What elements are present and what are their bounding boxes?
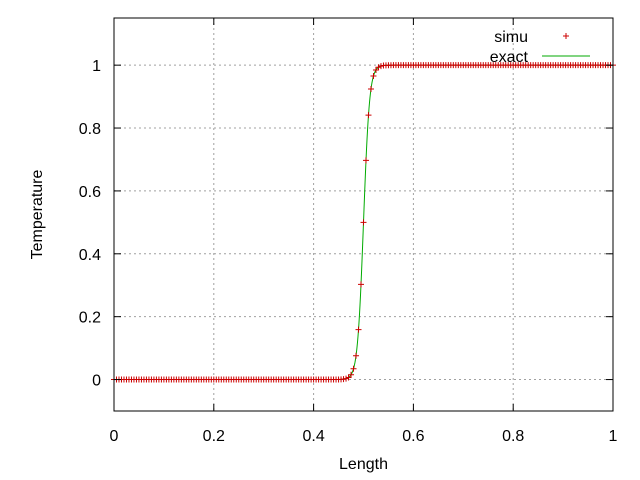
data-point: [353, 352, 360, 359]
y-axis-label: Temperature: [29, 169, 46, 259]
data-point: [360, 219, 367, 226]
y-tick-label: 0: [92, 373, 101, 390]
x-tick-label: 0.2: [203, 428, 225, 445]
y-tick-label: 0.6: [79, 184, 101, 201]
data-point: [367, 86, 374, 93]
data-point: [358, 281, 365, 288]
data-point: [350, 365, 357, 372]
data-point: [370, 72, 377, 79]
x-tick-label: 0: [110, 428, 119, 445]
plot-frame: [113, 17, 614, 412]
legend-label-exact: exact: [490, 49, 529, 66]
legend: simu exact: [490, 29, 590, 66]
y-tick-label: 0.4: [79, 247, 101, 264]
series-layer: [111, 62, 616, 383]
data-point: [362, 157, 369, 164]
x-tick-label: 0.6: [402, 428, 424, 445]
y-tick-label: 0.2: [79, 310, 101, 327]
data-point: [365, 112, 372, 119]
y-tick-label: 0.8: [79, 121, 101, 138]
ticks: 0 0.2 0.4 0.6 0.8 1 0 0.2 0.4 0.6 0.8 1: [79, 18, 618, 445]
x-tick-label: 0.4: [302, 428, 324, 445]
data-point: [355, 326, 362, 333]
x-axis-label: Length: [339, 456, 388, 473]
x-tick-label: 1: [609, 428, 618, 445]
legend-marker-simu: [563, 33, 569, 39]
data-point: [348, 371, 355, 378]
x-tick-label: 0.8: [502, 428, 524, 445]
y-tick-label: 1: [92, 58, 101, 75]
legend-label-simu: simu: [494, 29, 528, 46]
